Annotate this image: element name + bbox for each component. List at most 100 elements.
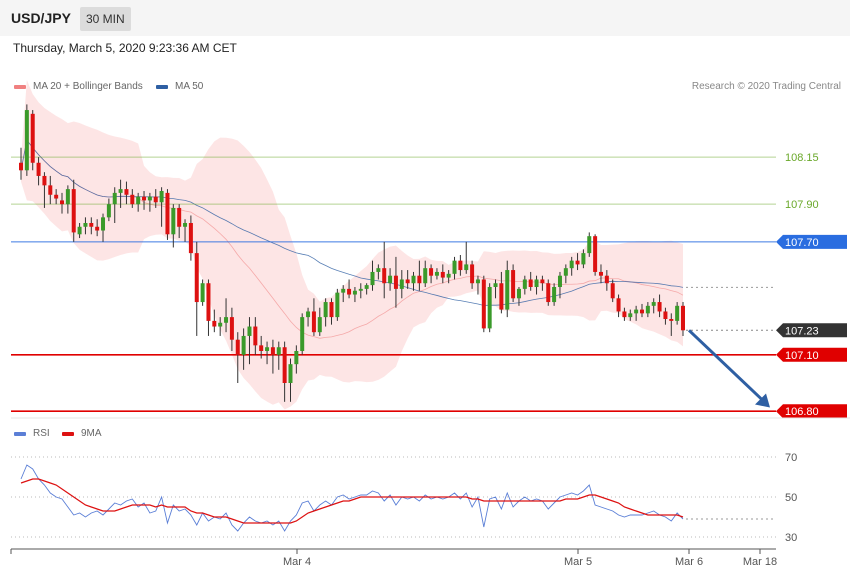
candle <box>335 292 340 318</box>
rsi-tick-label: 30 <box>785 532 797 544</box>
candle <box>77 226 82 235</box>
candle <box>546 283 551 303</box>
candle <box>247 326 252 336</box>
candle <box>30 113 35 163</box>
candle <box>458 260 463 271</box>
candle <box>434 271 439 276</box>
forecast-arrowhead-icon <box>755 393 770 408</box>
candle <box>159 191 164 203</box>
candle <box>183 223 188 227</box>
candle <box>306 311 311 318</box>
candle <box>388 275 393 284</box>
candle <box>60 200 65 205</box>
candle <box>575 260 580 265</box>
candle <box>557 275 562 287</box>
legend-swatch-icon <box>14 431 26 436</box>
level-label: 106.80 <box>785 406 819 418</box>
candle <box>534 279 539 287</box>
candle <box>405 279 410 284</box>
candle <box>165 192 170 235</box>
candle <box>265 347 270 351</box>
candle <box>36 162 41 176</box>
level-tag <box>776 404 847 419</box>
candle <box>464 264 469 271</box>
candle <box>669 319 674 321</box>
candle <box>311 311 316 333</box>
candle <box>411 275 416 284</box>
legend-swatch-icon <box>156 84 168 89</box>
level-label: 107.23 <box>785 325 819 337</box>
candle <box>188 223 193 254</box>
candle <box>65 189 70 205</box>
candle <box>628 313 633 318</box>
candle <box>446 273 451 278</box>
candle <box>235 339 240 355</box>
candle <box>112 192 117 205</box>
legend-label: MA 20 + Bollinger Bands <box>33 81 143 92</box>
candle <box>563 268 568 276</box>
header-bar: USD/JPY 30 MIN <box>0 0 850 36</box>
rsi-tick-label: 50 <box>785 492 797 504</box>
legend-label: MA 50 <box>175 81 204 92</box>
candle <box>177 207 182 227</box>
candle <box>522 279 527 289</box>
candle <box>393 275 398 289</box>
forecast-arrow <box>687 329 766 403</box>
candle <box>429 268 434 276</box>
candle <box>505 270 510 310</box>
candle <box>206 283 211 321</box>
candle <box>475 279 480 284</box>
candle <box>118 189 123 193</box>
candle <box>89 223 94 227</box>
level-label: 108.15 <box>785 152 819 164</box>
candle <box>136 196 141 205</box>
candle <box>587 236 592 254</box>
candle <box>341 288 346 293</box>
candle <box>130 194 135 205</box>
candle <box>452 260 457 274</box>
legend-ma20-bollinger: MA 20 + Bollinger Bands <box>14 81 143 92</box>
x-axis-label: Mar 4 <box>283 556 311 568</box>
copyright-notice: Research © 2020 Trading Central <box>691 81 841 92</box>
candle <box>493 283 498 287</box>
candle <box>604 275 609 284</box>
candle <box>598 271 603 276</box>
candle <box>423 268 428 284</box>
legend-label: 9MA <box>81 428 102 439</box>
candle <box>528 279 533 287</box>
legend-label: RSI <box>33 428 50 439</box>
candle <box>376 268 381 272</box>
candle <box>364 285 369 289</box>
candle <box>218 322 223 327</box>
rsi-series-rsi <box>20 464 684 532</box>
candle <box>323 302 328 318</box>
candle <box>224 317 229 323</box>
candle <box>282 347 287 383</box>
candle <box>681 305 685 331</box>
level-label: 107.90 <box>785 199 819 211</box>
candle <box>487 287 492 329</box>
candles <box>19 104 685 402</box>
candle <box>142 196 147 201</box>
candle <box>241 335 246 355</box>
rsi-series-9ma <box>20 478 684 524</box>
rsi-tick-label: 70 <box>785 452 797 464</box>
candle <box>399 279 404 289</box>
candle <box>639 309 644 314</box>
legend-rsi-ma: 9MA <box>62 428 102 439</box>
candle <box>581 253 586 265</box>
x-axis-label: Mar 18 <box>743 556 777 568</box>
candle <box>358 288 363 291</box>
candle <box>663 311 668 319</box>
timeframe-button[interactable]: 30 MIN <box>80 7 131 31</box>
candle <box>212 320 217 327</box>
candle <box>651 302 656 306</box>
legend-rsi: RSI <box>14 428 50 439</box>
candle <box>440 271 445 278</box>
candle <box>48 185 53 195</box>
candle <box>106 204 111 218</box>
candle <box>317 317 322 333</box>
candle <box>124 189 129 195</box>
candle <box>622 311 627 318</box>
